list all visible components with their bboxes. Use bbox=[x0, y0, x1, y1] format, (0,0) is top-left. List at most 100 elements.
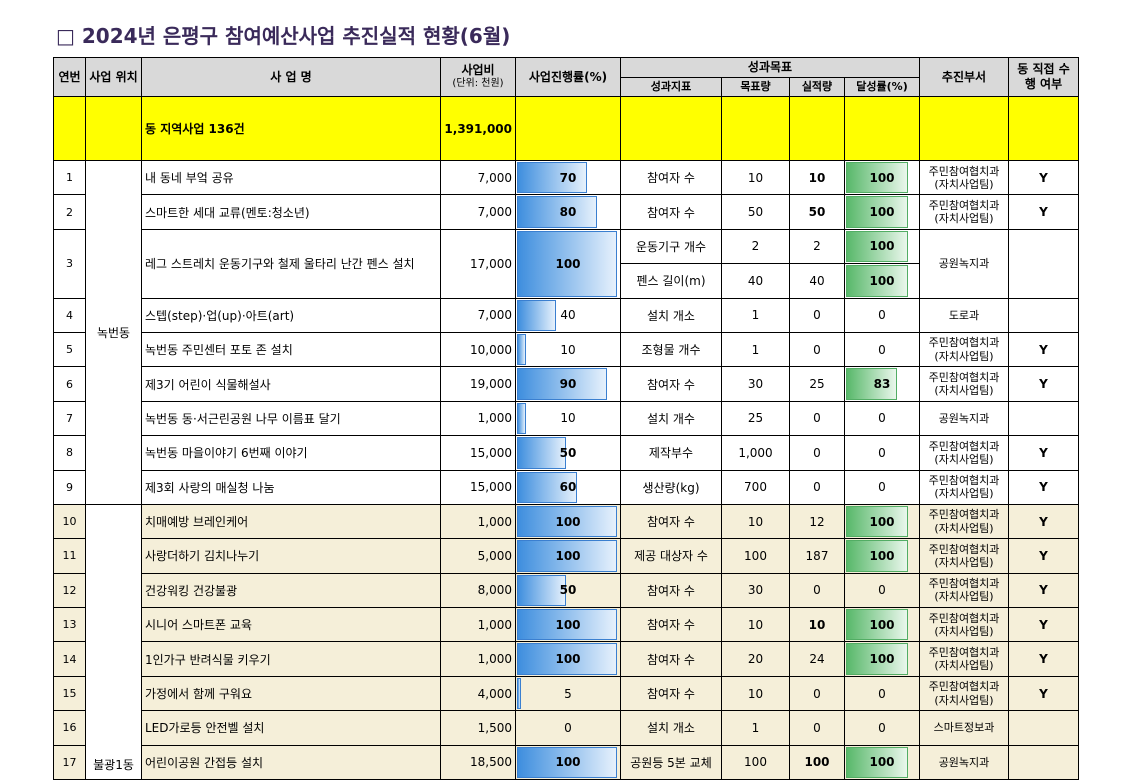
achievement-cell: 100 bbox=[844, 744, 920, 780]
indicator-cell: 참여자 수 bbox=[620, 607, 722, 643]
budget-cell: 4,000 bbox=[440, 675, 516, 712]
achievement-cell: 83 bbox=[844, 366, 920, 402]
table-row: 10 불광1동 치매예방 브레인케어 1,000 100 참여자 수 10 12 100 주민참여… bbox=[53, 503, 1079, 780]
achievement-value: 0 bbox=[878, 720, 886, 735]
indicator-cell: 참여자 수 bbox=[620, 366, 722, 402]
indicator-cell: 운동기구 개수 bbox=[620, 228, 722, 265]
direct-cell: Y bbox=[1008, 675, 1079, 712]
progress-cell: 70 bbox=[515, 159, 621, 196]
summary-budget: 1,391,000 bbox=[440, 96, 516, 161]
actual-cell: 0 bbox=[789, 331, 845, 368]
direct-cell: Y bbox=[1008, 194, 1079, 230]
project-name: 건강워킹 건강불광 bbox=[141, 572, 441, 609]
progress-value: 40 bbox=[560, 308, 576, 323]
direct-cell: Y bbox=[1008, 503, 1079, 540]
progress-cell: 5 bbox=[515, 675, 621, 712]
row-number: 16 bbox=[53, 710, 86, 746]
direct-cell: Y bbox=[1008, 538, 1079, 574]
summary-progress bbox=[515, 96, 621, 161]
progress-cell: 40 bbox=[515, 297, 621, 333]
direct-cell: Y bbox=[1008, 572, 1079, 609]
achievement-cell: 0 bbox=[844, 435, 920, 471]
budget-cell: 5,000 bbox=[440, 538, 516, 574]
target-cell: 30 bbox=[721, 366, 790, 402]
progress-cell: 60 bbox=[515, 469, 621, 505]
summary-dept bbox=[919, 96, 1009, 161]
header-no: 연번 bbox=[53, 57, 86, 97]
target-cell: 20 bbox=[721, 641, 790, 677]
table-row: 12 건강워킹 건강불광 8,000 50 참여자 수 30 0 0 주민참여협치과 (자치사업팀… bbox=[53, 572, 1079, 609]
actual-cell: 0 bbox=[789, 710, 845, 746]
budget-cell: 15,000 bbox=[440, 435, 516, 471]
progress-value: 50 bbox=[559, 445, 577, 460]
progress-bar-fill bbox=[517, 402, 527, 435]
dept-cell: 주민참여협치과 (자치사업팀) bbox=[919, 538, 1009, 574]
dept-name: 공원녹지과 bbox=[938, 755, 990, 769]
achievement-bar-fill bbox=[846, 505, 908, 538]
achievement-value: 0 bbox=[878, 445, 886, 460]
dept-name: 주민참여협치과 bbox=[928, 439, 1000, 453]
achievement-bar-fill bbox=[846, 196, 908, 228]
direct-cell: Y bbox=[1008, 366, 1079, 402]
progress-cell: 100 bbox=[515, 503, 621, 540]
location-cell: 녹번동 bbox=[85, 160, 142, 505]
dept-cell: 공원녹지과 bbox=[919, 744, 1009, 780]
budget-cell: 7,000 bbox=[440, 297, 516, 333]
target-cell: 700 bbox=[721, 469, 790, 505]
location-cell: 불광1동 bbox=[85, 503, 142, 780]
achievement-cell: 100 bbox=[844, 607, 920, 643]
project-name: LED가로등 안전벨 설치 bbox=[141, 710, 441, 746]
progress-bar-fill bbox=[517, 437, 567, 469]
progress-value: 5 bbox=[564, 686, 572, 701]
project-name: 사랑더하기 김치나누기 bbox=[141, 538, 441, 574]
budget-cell: 7,000 bbox=[440, 159, 516, 196]
indicator-cell: 설치 개소 bbox=[620, 297, 722, 333]
dept-cell: 공원녹지과 bbox=[919, 228, 1009, 299]
row-number: 9 bbox=[53, 469, 86, 505]
budget-cell: 15,000 bbox=[440, 469, 516, 505]
direct-cell: Y bbox=[1008, 641, 1079, 677]
direct-cell bbox=[1008, 710, 1079, 746]
target-cell: 1,000 bbox=[721, 435, 790, 471]
dept-cell: 주민참여협치과 (자치사업팀) bbox=[919, 675, 1009, 712]
target-cell: 100 bbox=[721, 744, 790, 780]
progress-bar-fill bbox=[517, 471, 577, 503]
actual-cell: 10 bbox=[789, 607, 845, 643]
progress-cell: 80 bbox=[515, 194, 621, 230]
table-row: 1 녹번동 내 동네 부엌 공유 7,000 70 참여자 수 10 10 100 주민참여협치과… bbox=[53, 159, 1079, 505]
budget-cell: 1,000 bbox=[440, 607, 516, 643]
achievement-cell: 100 bbox=[844, 159, 920, 196]
achievement-value: 100 bbox=[869, 548, 895, 563]
dept-name: 주민참여협치과 bbox=[928, 164, 1000, 178]
project-name: 어린이공원 간접등 설치 bbox=[141, 744, 441, 780]
progress-value: 10 bbox=[560, 342, 576, 357]
row-number: 2 bbox=[53, 194, 86, 230]
target-cell: 1 bbox=[721, 297, 790, 333]
header-direct: 동 직접 수행 여부 bbox=[1008, 57, 1079, 97]
achievement-cell: 0 bbox=[844, 710, 920, 746]
target-cell: 1 bbox=[721, 331, 790, 368]
indicator-cell: 참여자 수 bbox=[620, 641, 722, 677]
actual-cell: 0 bbox=[789, 400, 845, 437]
dept-team: (자치사업팀) bbox=[934, 487, 994, 501]
achievement-value: 83 bbox=[873, 377, 891, 392]
indicator-cell: 생산량(kg) bbox=[620, 469, 722, 505]
dept-team: (자치사업팀) bbox=[934, 212, 994, 226]
indicator-cell: 설치 개소 bbox=[620, 710, 722, 746]
achievement-value: 0 bbox=[878, 686, 886, 701]
dept-cell: 주민참여협치과 (자치사업팀) bbox=[919, 641, 1009, 677]
achievement-bar-fill bbox=[846, 265, 908, 297]
indicator-cell: 참여자 수 bbox=[620, 572, 722, 609]
progress-bar-fill bbox=[517, 746, 617, 779]
actual-cell: 12 bbox=[789, 503, 845, 540]
dept-name: 주민참여협치과 bbox=[928, 645, 1000, 659]
header-progress: 사업진행률(%) bbox=[515, 57, 621, 97]
dept-cell: 주민참여협치과 (자치사업팀) bbox=[919, 572, 1009, 609]
actual-cell: 0 bbox=[789, 297, 845, 333]
dept-name: 주민참여협치과 bbox=[928, 474, 1000, 488]
header-dept: 추진부서 bbox=[919, 57, 1009, 97]
table-row: 13 시니어 스마트폰 교육 1,000 100 참여자 수 10 10 100 주민참여협치과… bbox=[53, 607, 1079, 643]
dept-name: 주민참여협치과 bbox=[928, 370, 1000, 384]
achievement-value: 100 bbox=[869, 514, 895, 529]
project-name: 녹번동 동·서근린공원 나무 이름표 달기 bbox=[141, 400, 441, 437]
